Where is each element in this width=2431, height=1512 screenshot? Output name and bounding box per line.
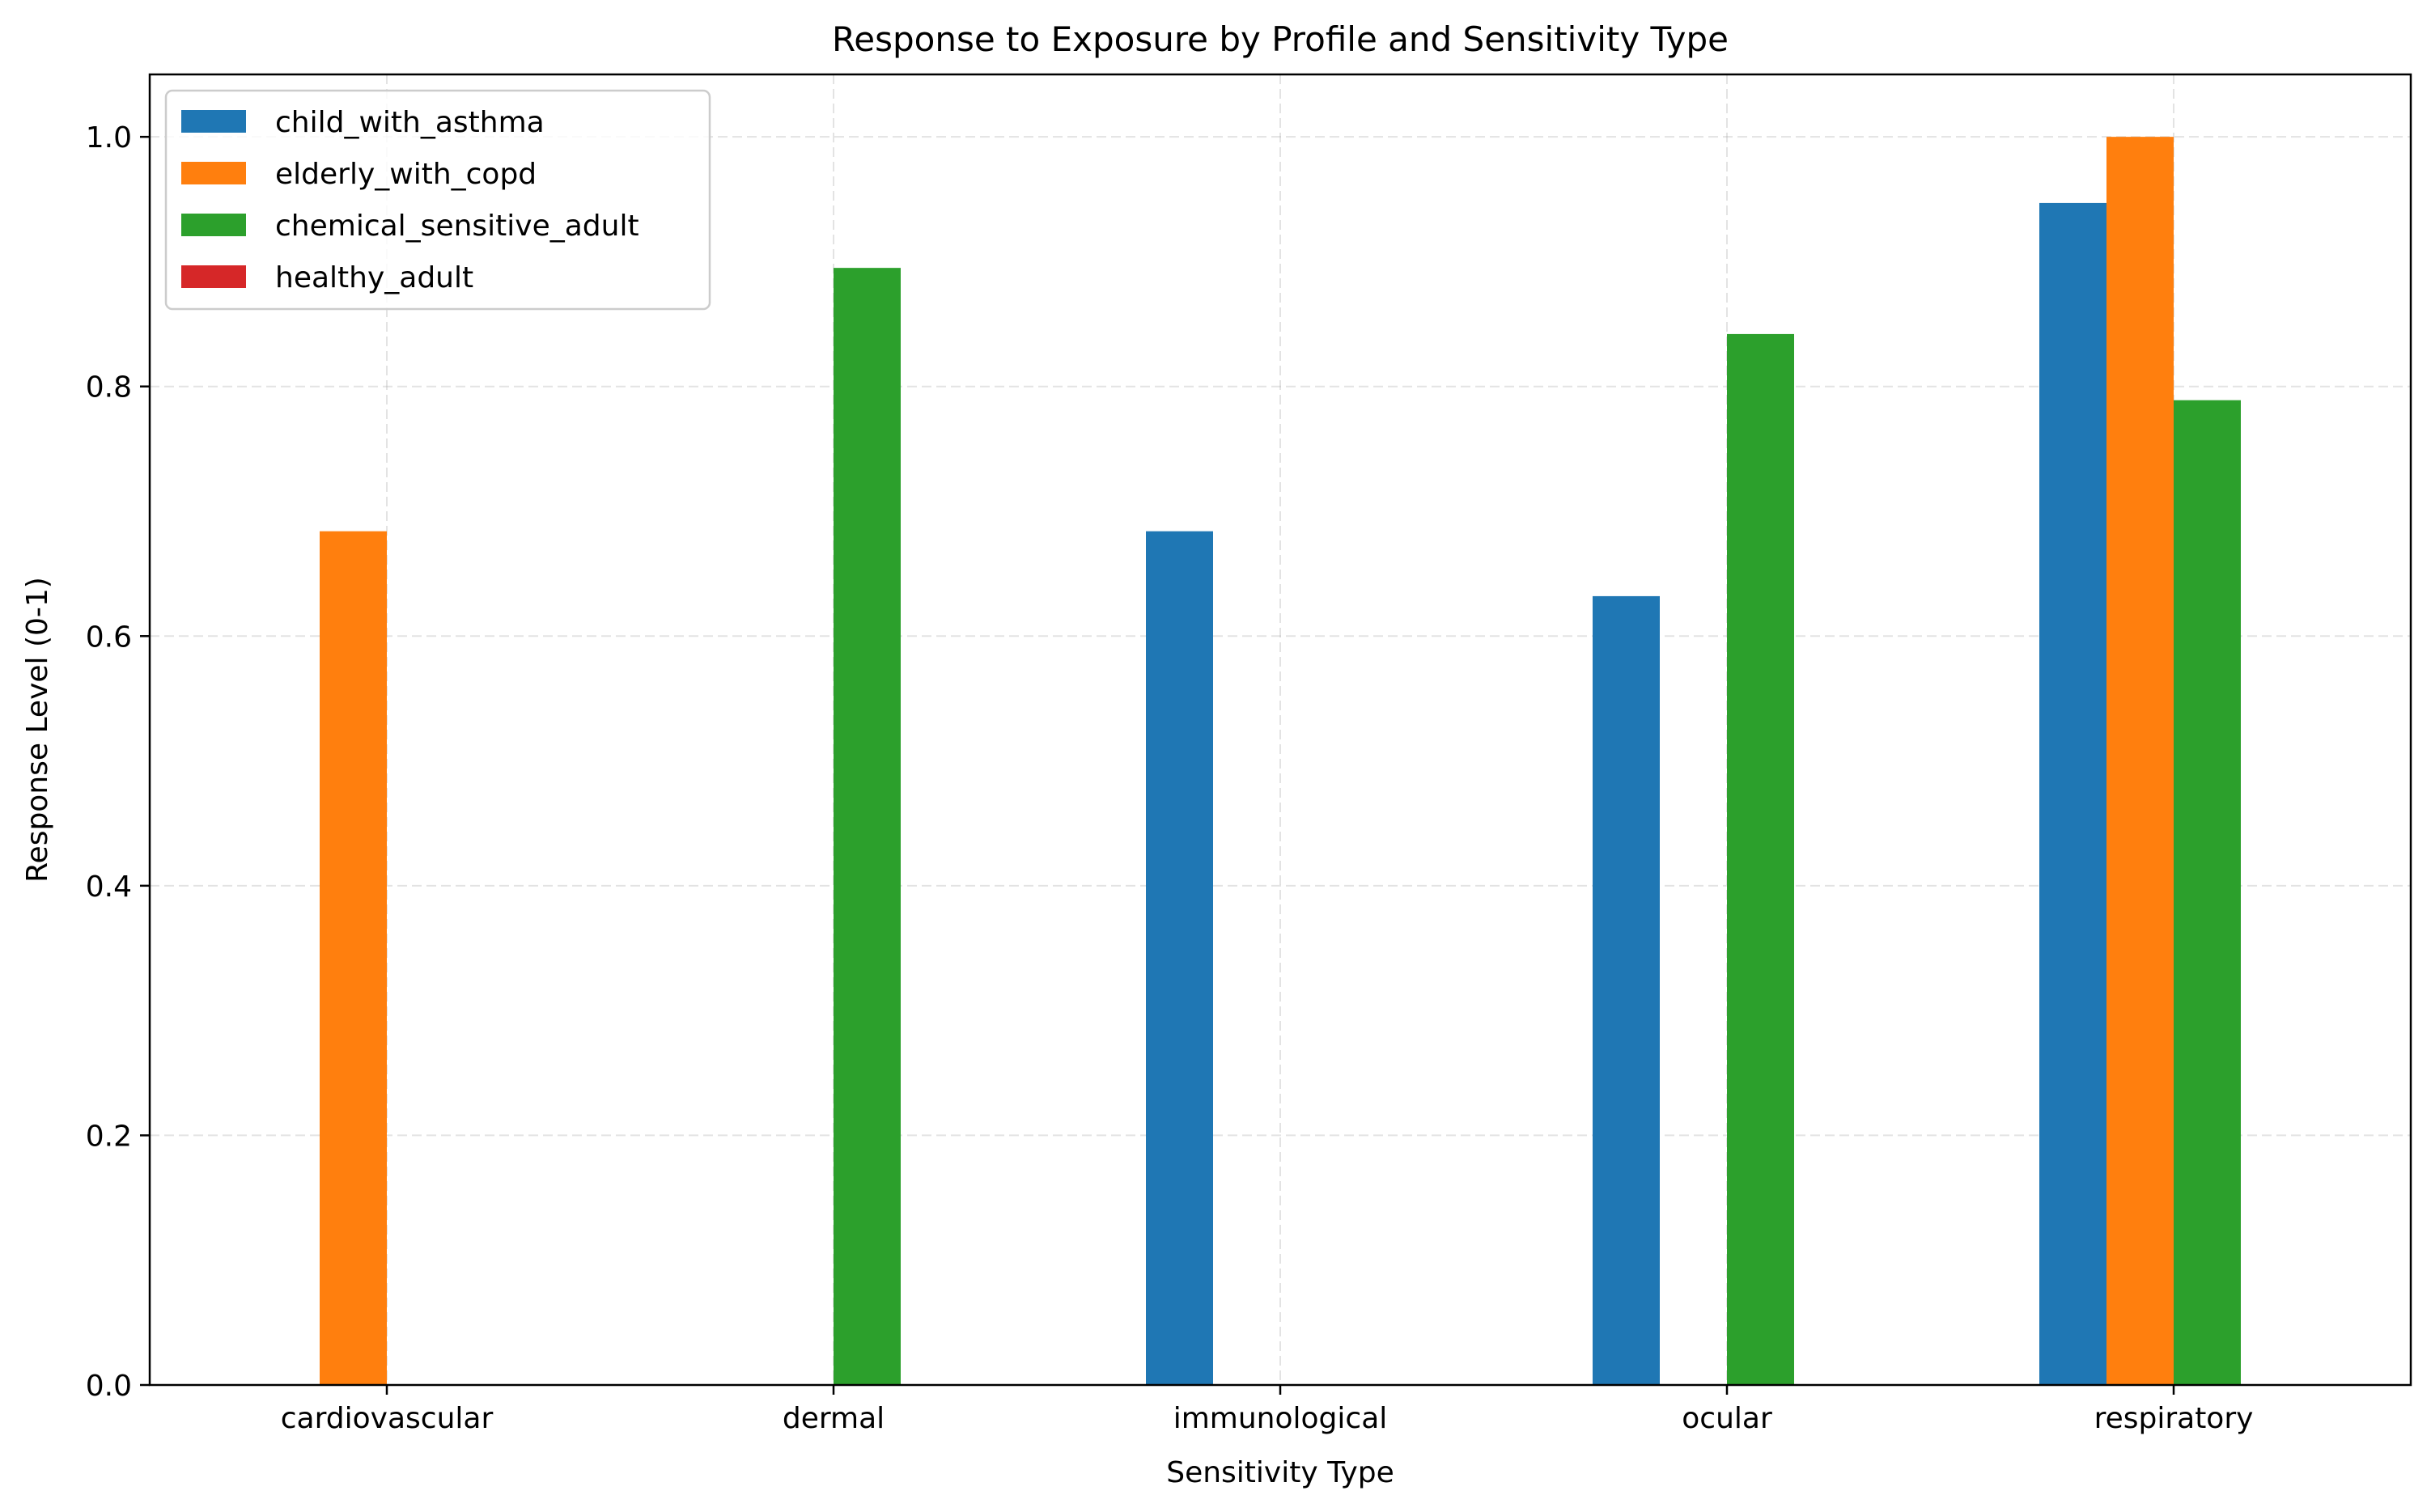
y-tick-label: 0.8 (86, 371, 132, 404)
chart-title: Response to Exposure by Profile and Sens… (832, 19, 1729, 59)
legend-swatch-healthy_adult (181, 265, 246, 288)
y-axis-label: Response Level (0-1) (21, 577, 54, 883)
y-tick-label: 0.2 (86, 1120, 132, 1153)
legend-swatch-child_with_asthma (181, 110, 246, 133)
bar-child_with_asthma-ocular (1593, 595, 1660, 1385)
legend-swatch-chemical_sensitive_adult (181, 214, 246, 236)
legend-label: elderly_with_copd (275, 158, 537, 191)
y-tick-label: 0.0 (86, 1370, 132, 1403)
bar-chemical_sensitive_adult-ocular (1727, 333, 1794, 1385)
bar-child_with_asthma-immunological (1146, 531, 1213, 1385)
x-tick-label: respiratory (2094, 1402, 2254, 1435)
y-tick-label: 1.0 (86, 121, 132, 155)
y-tick-label: 0.6 (86, 620, 132, 654)
x-tick-label: cardiovascular (281, 1402, 494, 1435)
bar-chemical_sensitive_adult-dermal (834, 268, 901, 1386)
legend-swatch-elderly_with_copd (181, 162, 246, 184)
bar-child_with_asthma-respiratory (2039, 202, 2106, 1385)
bar-elderly_with_copd-respiratory (2106, 137, 2174, 1386)
ticks: 0.0 0.2 0.4 0.6 0.8 1.0 cardiovascular dermal im… (86, 121, 2254, 1435)
legend: child_with_asthma elderly_with_copdchemic… (164, 89, 711, 311)
bar-chemical_sensitive_adult-respiratory (2174, 400, 2241, 1386)
bar-elderly_with_copd-cardiovascular (320, 531, 387, 1385)
x-tick-label: dermal (783, 1402, 885, 1435)
legend-label: chemical_sensitive_adult (275, 210, 639, 243)
x-tick-label: immunological (1173, 1402, 1388, 1435)
x-axis-label: Sensitivity Type (1166, 1456, 1394, 1489)
legend-label: healthy_adult (275, 261, 473, 294)
bars (320, 137, 2241, 1386)
y-tick-label: 0.4 (86, 870, 132, 904)
x-tick-label: ocular (1682, 1402, 1772, 1435)
legend-box (164, 89, 711, 311)
legend-label: child_with_asthma (275, 106, 545, 139)
